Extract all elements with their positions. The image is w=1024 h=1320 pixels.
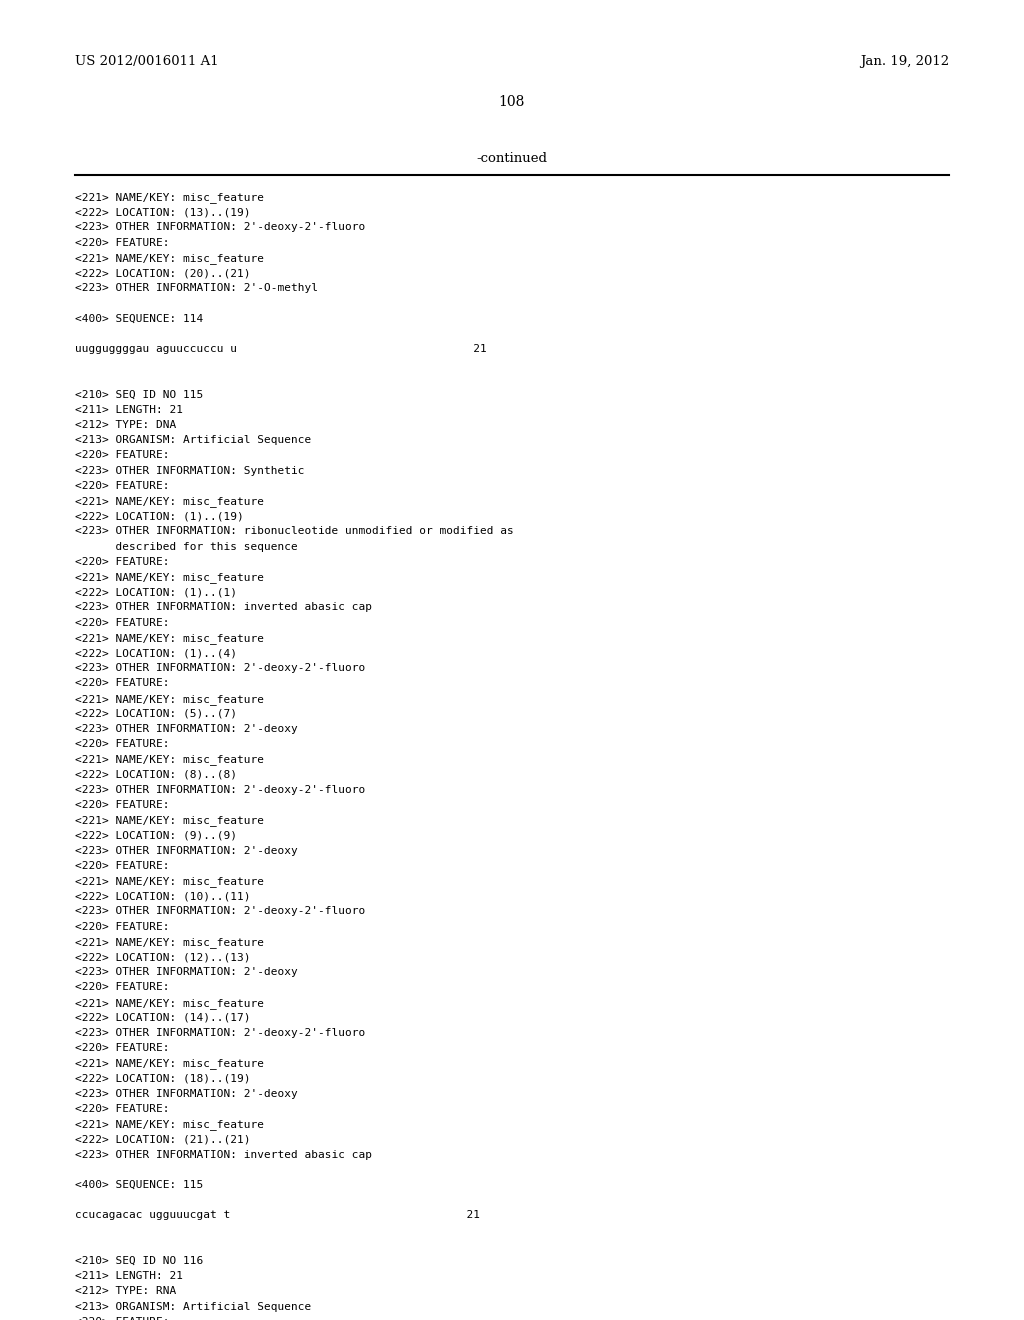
Text: <221> NAME/KEY: misc_feature: <221> NAME/KEY: misc_feature bbox=[75, 693, 264, 705]
Text: <223> OTHER INFORMATION: 2'-deoxy-2'-fluoro: <223> OTHER INFORMATION: 2'-deoxy-2'-flu… bbox=[75, 1028, 366, 1038]
Text: <221> NAME/KEY: misc_feature: <221> NAME/KEY: misc_feature bbox=[75, 937, 264, 948]
Text: <223> OTHER INFORMATION: 2'-deoxy: <223> OTHER INFORMATION: 2'-deoxy bbox=[75, 723, 298, 734]
Text: <220> FEATURE:: <220> FEATURE: bbox=[75, 238, 170, 248]
Text: <223> OTHER INFORMATION: 2'-deoxy: <223> OTHER INFORMATION: 2'-deoxy bbox=[75, 1089, 298, 1098]
Text: <223> OTHER INFORMATION: 2'-O-methyl: <223> OTHER INFORMATION: 2'-O-methyl bbox=[75, 284, 318, 293]
Text: Jan. 19, 2012: Jan. 19, 2012 bbox=[860, 55, 949, 69]
Text: <221> NAME/KEY: misc_feature: <221> NAME/KEY: misc_feature bbox=[75, 1059, 264, 1069]
Text: <222> LOCATION: (21)..(21): <222> LOCATION: (21)..(21) bbox=[75, 1134, 251, 1144]
Text: <211> LENGTH: 21: <211> LENGTH: 21 bbox=[75, 405, 183, 414]
Text: <222> LOCATION: (9)..(9): <222> LOCATION: (9)..(9) bbox=[75, 830, 237, 841]
Text: <221> NAME/KEY: misc_feature: <221> NAME/KEY: misc_feature bbox=[75, 496, 264, 507]
Text: <400> SEQUENCE: 114: <400> SEQUENCE: 114 bbox=[75, 314, 203, 323]
Text: <221> NAME/KEY: misc_feature: <221> NAME/KEY: misc_feature bbox=[75, 876, 264, 887]
Text: <221> NAME/KEY: misc_feature: <221> NAME/KEY: misc_feature bbox=[75, 1119, 264, 1130]
Text: <223> OTHER INFORMATION: ribonucleotide unmodified or modified as: <223> OTHER INFORMATION: ribonucleotide … bbox=[75, 527, 514, 536]
Text: <222> LOCATION: (20)..(21): <222> LOCATION: (20)..(21) bbox=[75, 268, 251, 279]
Text: <211> LENGTH: 21: <211> LENGTH: 21 bbox=[75, 1271, 183, 1282]
Text: <212> TYPE: RNA: <212> TYPE: RNA bbox=[75, 1287, 176, 1296]
Text: uugguggggau aguuccuccu u                                   21: uugguggggau aguuccuccu u 21 bbox=[75, 345, 486, 354]
Text: <223> OTHER INFORMATION: 2'-deoxy-2'-fluoro: <223> OTHER INFORMATION: 2'-deoxy-2'-flu… bbox=[75, 907, 366, 916]
Text: <223> OTHER INFORMATION: 2'-deoxy: <223> OTHER INFORMATION: 2'-deoxy bbox=[75, 846, 298, 855]
Text: <223> OTHER INFORMATION: 2'-deoxy-2'-fluoro: <223> OTHER INFORMATION: 2'-deoxy-2'-flu… bbox=[75, 785, 366, 795]
Text: <222> LOCATION: (1)..(19): <222> LOCATION: (1)..(19) bbox=[75, 511, 244, 521]
Text: <222> LOCATION: (12)..(13): <222> LOCATION: (12)..(13) bbox=[75, 952, 251, 962]
Text: <213> ORGANISM: Artificial Sequence: <213> ORGANISM: Artificial Sequence bbox=[75, 436, 311, 445]
Text: <210> SEQ ID NO 115: <210> SEQ ID NO 115 bbox=[75, 389, 203, 400]
Text: <220> FEATURE:: <220> FEATURE: bbox=[75, 480, 170, 491]
Text: <222> LOCATION: (10)..(11): <222> LOCATION: (10)..(11) bbox=[75, 891, 251, 902]
Text: <220> FEATURE:: <220> FEATURE: bbox=[75, 982, 170, 993]
Text: <223> OTHER INFORMATION: Synthetic: <223> OTHER INFORMATION: Synthetic bbox=[75, 466, 304, 475]
Text: <222> LOCATION: (14)..(17): <222> LOCATION: (14)..(17) bbox=[75, 1012, 251, 1023]
Text: <220> FEATURE:: <220> FEATURE: bbox=[75, 618, 170, 627]
Text: <220> FEATURE:: <220> FEATURE: bbox=[75, 1043, 170, 1053]
Text: <222> LOCATION: (18)..(19): <222> LOCATION: (18)..(19) bbox=[75, 1073, 251, 1084]
Text: <220> FEATURE:: <220> FEATURE: bbox=[75, 678, 170, 689]
Text: 108: 108 bbox=[499, 95, 525, 110]
Text: <221> NAME/KEY: misc_feature: <221> NAME/KEY: misc_feature bbox=[75, 755, 264, 766]
Text: ccucagacac ugguuucgat t                                   21: ccucagacac ugguuucgat t 21 bbox=[75, 1210, 480, 1221]
Text: <220> FEATURE:: <220> FEATURE: bbox=[75, 739, 170, 750]
Text: <220> FEATURE:: <220> FEATURE: bbox=[75, 800, 170, 810]
Text: <222> LOCATION: (1)..(4): <222> LOCATION: (1)..(4) bbox=[75, 648, 237, 657]
Text: <212> TYPE: DNA: <212> TYPE: DNA bbox=[75, 420, 176, 430]
Text: <220> FEATURE:: <220> FEATURE: bbox=[75, 557, 170, 566]
Text: <221> NAME/KEY: misc_feature: <221> NAME/KEY: misc_feature bbox=[75, 998, 264, 1008]
Text: US 2012/0016011 A1: US 2012/0016011 A1 bbox=[75, 55, 219, 69]
Text: <221> NAME/KEY: misc_feature: <221> NAME/KEY: misc_feature bbox=[75, 816, 264, 826]
Text: <223> OTHER INFORMATION: inverted abasic cap: <223> OTHER INFORMATION: inverted abasic… bbox=[75, 602, 372, 612]
Text: <221> NAME/KEY: misc_feature: <221> NAME/KEY: misc_feature bbox=[75, 253, 264, 264]
Text: <223> OTHER INFORMATION: 2'-deoxy: <223> OTHER INFORMATION: 2'-deoxy bbox=[75, 968, 298, 977]
Text: <222> LOCATION: (13)..(19): <222> LOCATION: (13)..(19) bbox=[75, 207, 251, 218]
Text: <213> ORGANISM: Artificial Sequence: <213> ORGANISM: Artificial Sequence bbox=[75, 1302, 311, 1312]
Text: <221> NAME/KEY: misc_feature: <221> NAME/KEY: misc_feature bbox=[75, 572, 264, 583]
Text: <220> FEATURE:: <220> FEATURE: bbox=[75, 450, 170, 461]
Text: <221> NAME/KEY: misc_feature: <221> NAME/KEY: misc_feature bbox=[75, 632, 264, 644]
Text: <220> FEATURE:: <220> FEATURE: bbox=[75, 1104, 170, 1114]
Text: <223> OTHER INFORMATION: 2'-deoxy-2'-fluoro: <223> OTHER INFORMATION: 2'-deoxy-2'-flu… bbox=[75, 222, 366, 232]
Text: <221> NAME/KEY: misc_feature: <221> NAME/KEY: misc_feature bbox=[75, 191, 264, 203]
Text: <222> LOCATION: (5)..(7): <222> LOCATION: (5)..(7) bbox=[75, 709, 237, 719]
Text: <223> OTHER INFORMATION: 2'-deoxy-2'-fluoro: <223> OTHER INFORMATION: 2'-deoxy-2'-flu… bbox=[75, 663, 366, 673]
Text: <220> FEATURE:: <220> FEATURE: bbox=[75, 1317, 170, 1320]
Text: <222> LOCATION: (1)..(1): <222> LOCATION: (1)..(1) bbox=[75, 587, 237, 597]
Text: <223> OTHER INFORMATION: inverted abasic cap: <223> OTHER INFORMATION: inverted abasic… bbox=[75, 1150, 372, 1159]
Text: <220> FEATURE:: <220> FEATURE: bbox=[75, 921, 170, 932]
Text: <222> LOCATION: (8)..(8): <222> LOCATION: (8)..(8) bbox=[75, 770, 237, 780]
Text: -continued: -continued bbox=[476, 152, 548, 165]
Text: described for this sequence: described for this sequence bbox=[75, 541, 298, 552]
Text: <400> SEQUENCE: 115: <400> SEQUENCE: 115 bbox=[75, 1180, 203, 1191]
Text: <210> SEQ ID NO 116: <210> SEQ ID NO 116 bbox=[75, 1257, 203, 1266]
Text: <220> FEATURE:: <220> FEATURE: bbox=[75, 861, 170, 871]
